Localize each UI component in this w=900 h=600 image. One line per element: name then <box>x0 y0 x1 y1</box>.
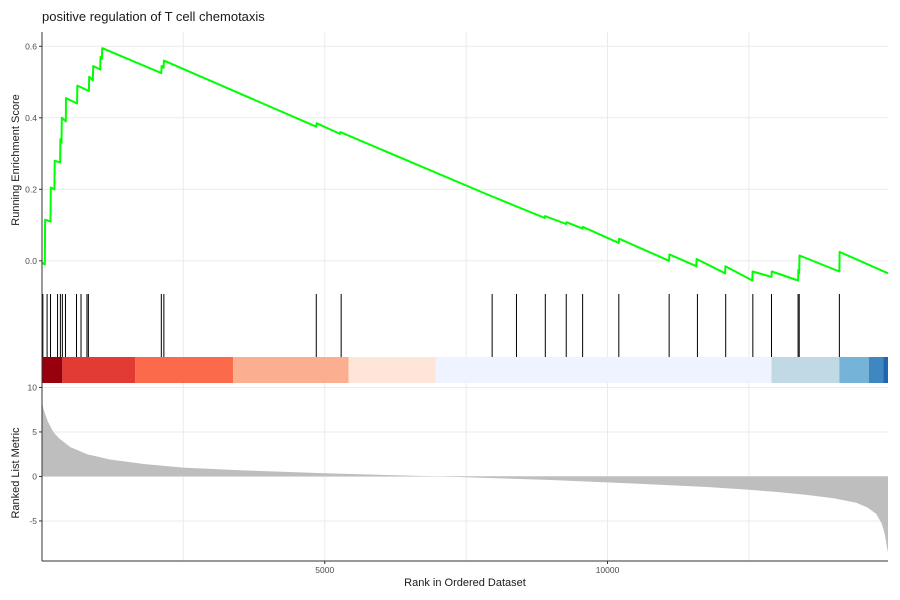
x-tick-label: 10000 <box>596 565 620 575</box>
rank-color-band <box>42 357 63 383</box>
ranked-metric-area <box>42 402 888 553</box>
rank-color-band <box>771 357 840 383</box>
ranked-metric-panel: -5 0 5 10 5000 10000 <box>28 382 888 575</box>
hits-panel <box>41 293 888 383</box>
chart-title: positive regulation of T cell chemotaxis <box>42 9 265 24</box>
y-tick-label: 0.0 <box>25 256 37 266</box>
ranked-metric-ylabel: Ranked List Metric <box>10 427 22 519</box>
running-enrichment-panel: 0.0 0.2 0.4 0.6 <box>25 32 889 293</box>
y-tick-label: 0 <box>32 471 37 481</box>
running-enrichment-ylabel: Running Enrichment Score <box>10 94 22 225</box>
x-tick-label: 5000 <box>315 565 334 575</box>
rank-color-band <box>839 357 869 383</box>
y-tick-label: 5 <box>32 427 37 437</box>
y-tick-label: 0.4 <box>25 113 37 123</box>
y-tick-label: 10 <box>28 382 38 392</box>
rank-color-band <box>868 357 884 383</box>
rank-color-band <box>435 357 772 383</box>
x-axis-label: Rank in Ordered Dataset <box>404 577 526 589</box>
running-score-line <box>41 47 889 282</box>
rank-color-band <box>348 357 436 383</box>
rank-color-band <box>62 357 136 383</box>
rank-color-band <box>883 357 888 383</box>
y-tick-label: -5 <box>29 516 37 526</box>
y-tick-label: 0.2 <box>25 184 37 194</box>
y-tick-label: 0.6 <box>25 41 37 51</box>
rank-color-band <box>135 357 234 383</box>
rank-color-band <box>233 357 349 383</box>
